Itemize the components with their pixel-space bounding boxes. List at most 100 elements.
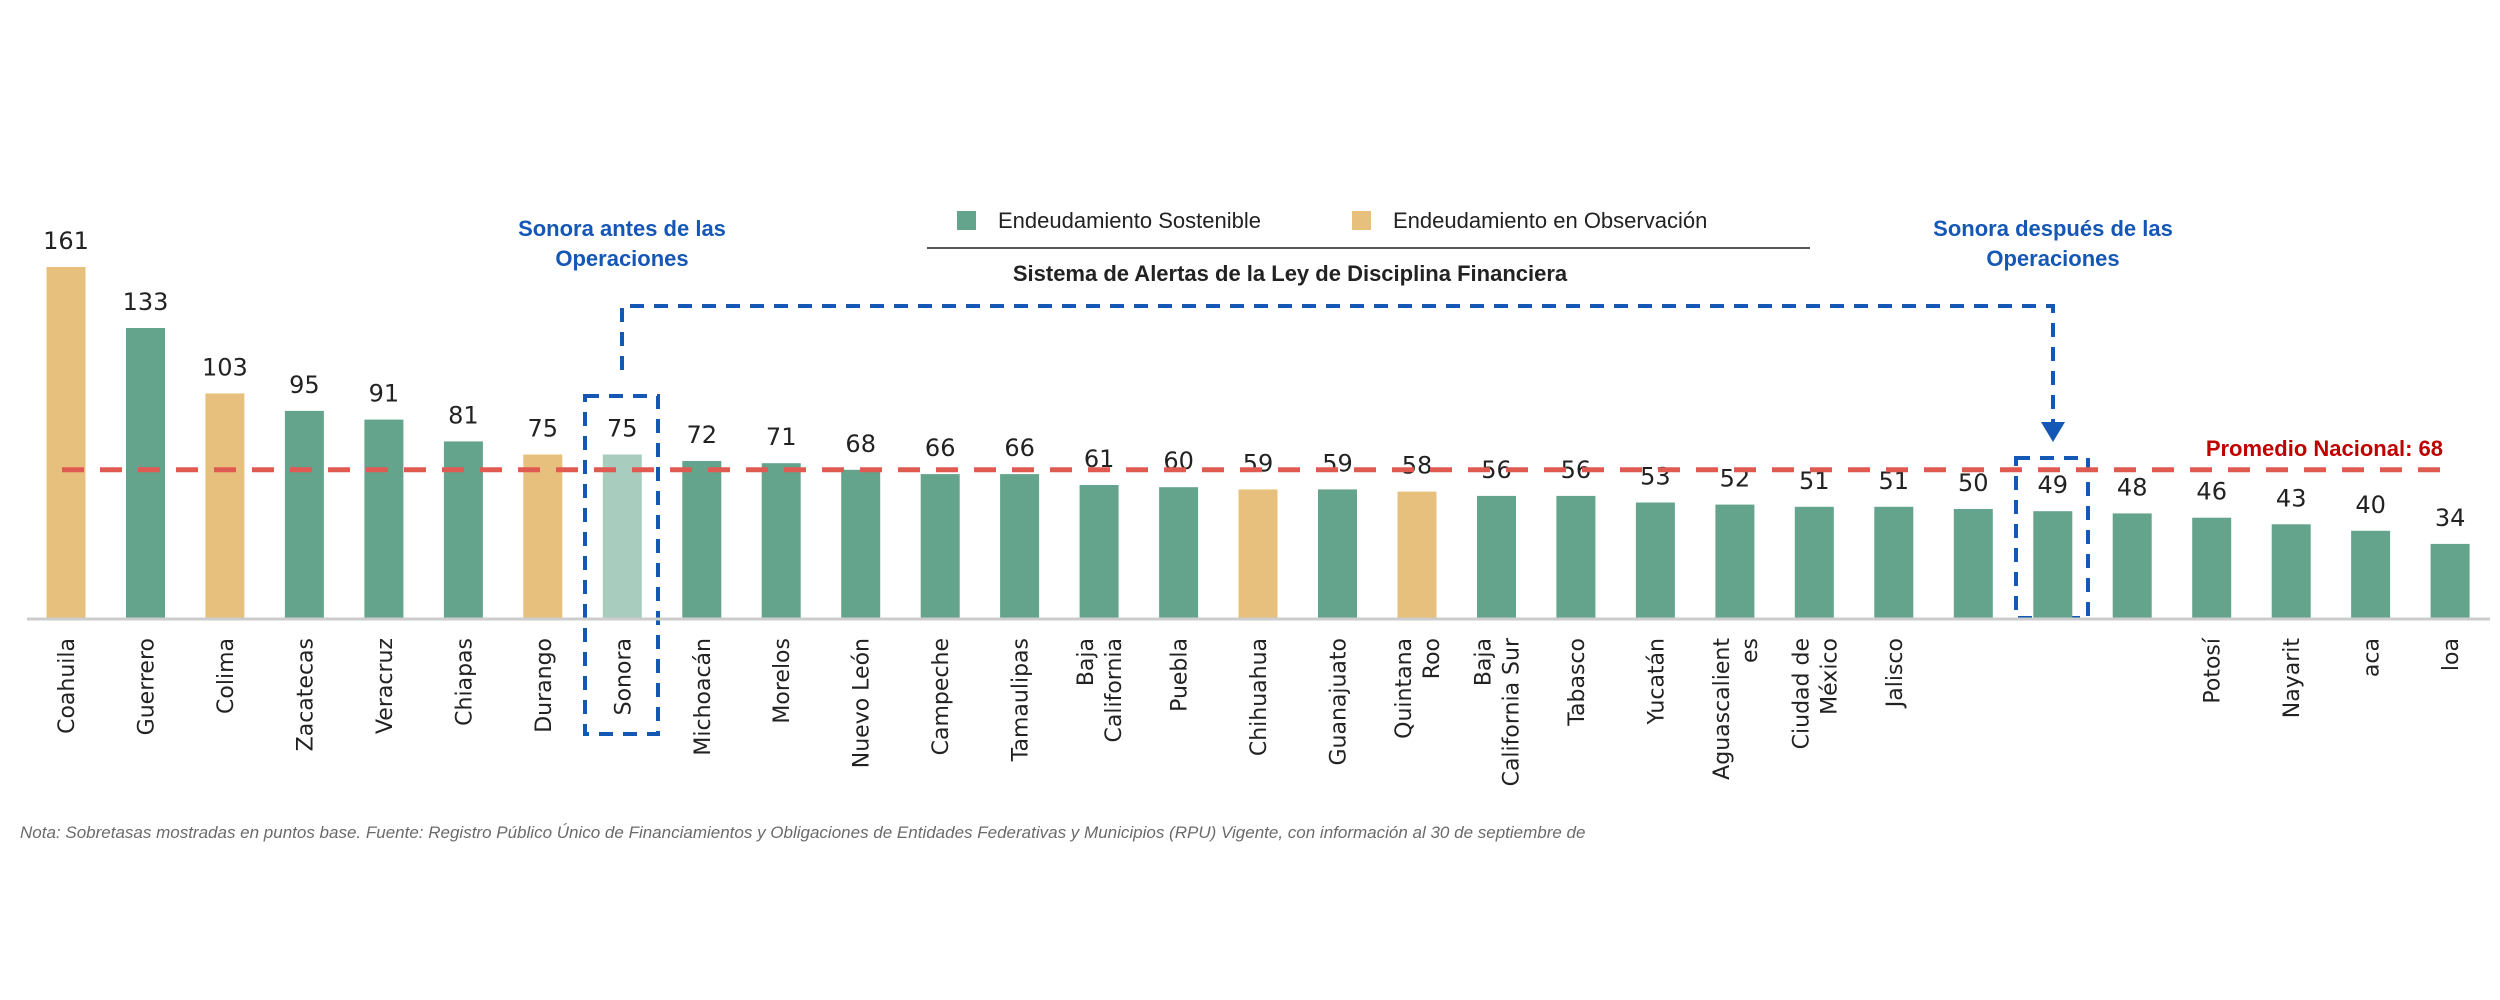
bar bbox=[920, 474, 960, 618]
annotation-sonora-after: Sonora después de las Operaciones bbox=[1933, 216, 2173, 271]
data-label: 50 bbox=[1958, 469, 1989, 497]
category-tick-label: México bbox=[1817, 638, 1842, 715]
category-tick-label: Nuevo León bbox=[850, 638, 875, 768]
category-tick-label: Puebla bbox=[1168, 638, 1193, 712]
data-label: 49 bbox=[2038, 471, 2069, 499]
bar bbox=[284, 410, 324, 618]
data-label: 91 bbox=[369, 380, 400, 408]
data-label: 40 bbox=[2355, 491, 2386, 519]
bar bbox=[1079, 485, 1119, 618]
bar bbox=[1794, 506, 1834, 618]
bar bbox=[1477, 495, 1516, 618]
bar bbox=[46, 267, 86, 618]
annotation-sonora-before: Sonora antes de las Operaciones bbox=[518, 216, 726, 271]
bar bbox=[1635, 502, 1675, 618]
bar bbox=[2271, 524, 2311, 618]
legend: Endeudamiento Sostenible Endeudamiento e… bbox=[957, 208, 1707, 233]
legend-swatch-sostenible bbox=[957, 211, 976, 230]
highlight-box-before bbox=[583, 394, 660, 736]
category-tick-label: Baja bbox=[1472, 638, 1497, 686]
bar bbox=[2430, 543, 2470, 618]
bar bbox=[1318, 489, 1357, 618]
annotation-before-line-1: Sonora antes de las bbox=[518, 216, 726, 241]
data-label: 103 bbox=[202, 353, 248, 381]
category-tick-label: Ciudad de bbox=[1789, 638, 1814, 749]
bar bbox=[1556, 495, 1596, 618]
data-label: 133 bbox=[123, 288, 169, 316]
data-label: 59 bbox=[1243, 449, 1274, 477]
annotation-after-line-2: Operaciones bbox=[1986, 246, 2119, 271]
bar bbox=[761, 463, 801, 618]
annotation-after-line-1: Sonora después de las bbox=[1933, 216, 2173, 241]
category-tick-label: Quintana bbox=[1392, 638, 1417, 739]
bar bbox=[2192, 517, 2232, 618]
data-label: 72 bbox=[687, 421, 718, 449]
category-tick-label: Baja bbox=[1074, 638, 1099, 686]
bar bbox=[364, 419, 404, 618]
bar bbox=[2033, 511, 2073, 618]
category-tick-label: Chiapas bbox=[452, 638, 477, 726]
data-label: 95 bbox=[289, 371, 320, 399]
data-label: 66 bbox=[925, 434, 956, 462]
bar bbox=[523, 454, 563, 618]
category-tick-label: Sonora bbox=[611, 638, 636, 715]
category-labels: Coahuila Guerrero Colima Zacatecas Veracruz C… bbox=[55, 637, 2464, 786]
data-label: 66 bbox=[1004, 434, 1035, 462]
bar bbox=[602, 454, 642, 618]
bar bbox=[1238, 489, 1278, 618]
data-label: 68 bbox=[845, 430, 876, 458]
category-tick-label: California Sur bbox=[1500, 637, 1525, 786]
category-tick-label: Guanajuato bbox=[1327, 638, 1352, 766]
category-tick-label: Jalisco bbox=[1883, 638, 1908, 709]
category-tick-label: Tabasco bbox=[1565, 638, 1590, 727]
arrow-down-icon bbox=[2041, 422, 2065, 442]
category-tick-label: Zacatecas bbox=[293, 638, 318, 751]
bar bbox=[2112, 513, 2152, 618]
chart-title: Sistema de Alertas de la Ley de Discipli… bbox=[1013, 261, 1568, 286]
category-tick-label: Roo bbox=[1420, 638, 1445, 679]
category-tick-label: Morelos bbox=[770, 638, 795, 724]
category-tick-label: Campeche bbox=[929, 638, 954, 755]
data-label: 53 bbox=[1640, 463, 1671, 491]
bar bbox=[1397, 491, 1437, 618]
category-tick-label: Veracruz bbox=[373, 638, 398, 734]
bar bbox=[1159, 487, 1199, 618]
category-tick-label: Yucatán bbox=[1644, 638, 1669, 726]
data-label: 81 bbox=[448, 401, 479, 429]
legend-label-observacion: Endeudamiento en Observación bbox=[1393, 208, 1707, 233]
connector-path bbox=[620, 304, 2055, 425]
category-tick-label: es bbox=[1738, 638, 1763, 663]
legend-label-sostenible: Endeudamiento Sostenible bbox=[998, 208, 1261, 233]
bar bbox=[205, 393, 245, 618]
bar bbox=[126, 328, 165, 618]
bar bbox=[1000, 474, 1040, 618]
footnote: Nota: Sobretasas mostradas en puntos bas… bbox=[20, 823, 1585, 842]
data-label: 71 bbox=[766, 423, 797, 451]
reference-line-label: Promedio Nacional: 68 bbox=[2206, 436, 2443, 461]
data-label: 59 bbox=[1322, 449, 1353, 477]
data-label: 75 bbox=[607, 415, 638, 443]
category-tick-label: Tamaulipas bbox=[1009, 638, 1034, 762]
data-label: 46 bbox=[2196, 478, 2227, 506]
data-label: 48 bbox=[2117, 473, 2148, 501]
category-tick-label: Aguascalient bbox=[1710, 638, 1735, 780]
bar bbox=[1715, 504, 1755, 618]
data-label: 34 bbox=[2435, 504, 2466, 532]
category-tick-label: aca bbox=[2360, 638, 2385, 677]
bar bbox=[1874, 506, 1914, 618]
data-label: 58 bbox=[1402, 452, 1433, 480]
category-tick-label: loa bbox=[2439, 638, 2464, 671]
data-label: 43 bbox=[2276, 484, 2307, 512]
data-label: 75 bbox=[528, 415, 559, 443]
legend-swatch-observacion bbox=[1352, 211, 1371, 230]
category-tick-label: Michoacán bbox=[691, 638, 716, 756]
bar bbox=[841, 469, 881, 618]
category-tick-label: California bbox=[1102, 638, 1127, 742]
category-tick-label: Chihuahua bbox=[1247, 638, 1272, 756]
category-tick-label: Nayarit bbox=[2280, 638, 2305, 719]
bar bbox=[682, 461, 722, 618]
category-tick-label: Colima bbox=[214, 638, 239, 714]
bars bbox=[46, 267, 2470, 618]
